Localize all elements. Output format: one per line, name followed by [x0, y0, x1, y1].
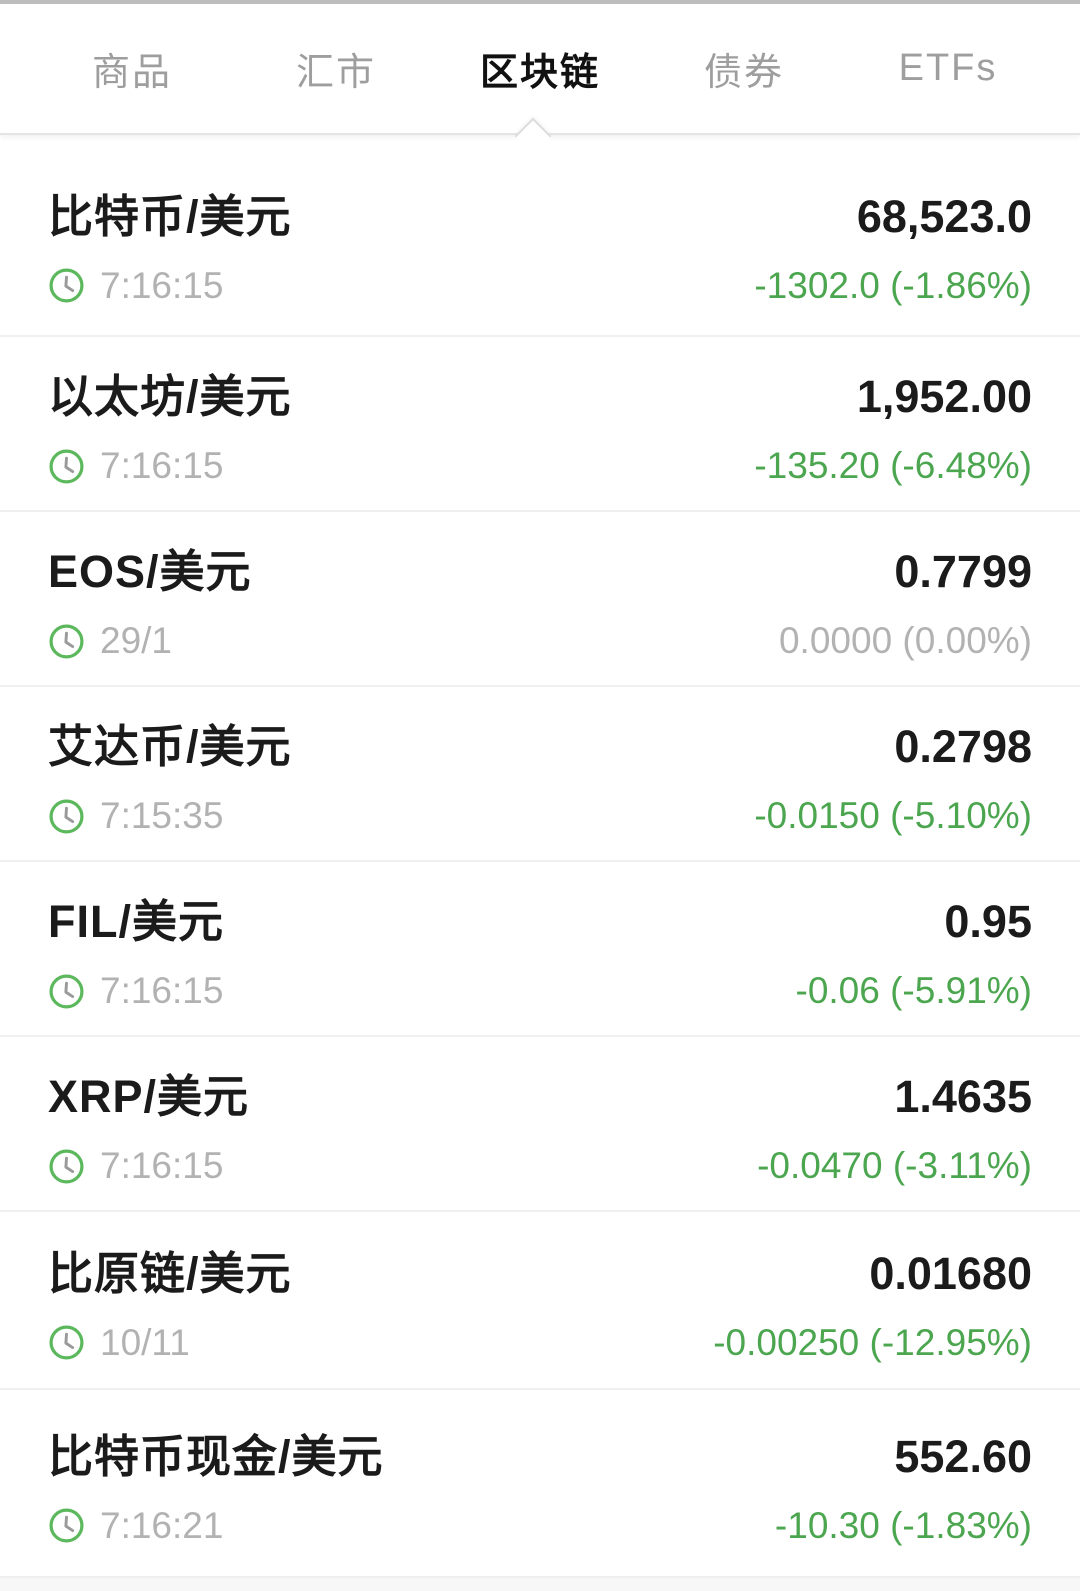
quote-sub-line: 7:16:15 -0.0470 (-3.11%) — [48, 1145, 1032, 1187]
price-change: -0.00250 (-12.95%) — [713, 1321, 1032, 1363]
tab-label-commodities: 商品 — [91, 52, 172, 94]
quote-main-line: XRP/美元 1.4635 — [48, 1060, 1032, 1125]
quote-row[interactable]: XRP/美元 1.4635 7:16:15 -0.0470 (-3.11%) — [0, 1037, 1080, 1212]
price-change: -0.0470 (-3.11%) — [757, 1145, 1032, 1186]
quote-time: 29/1 — [100, 620, 173, 661]
clock-icon — [49, 973, 84, 1009]
price-change: -10.30 (-1.83%) — [774, 1504, 1032, 1546]
quote-time-group: 7:16:15 — [48, 265, 223, 307]
last-price: 0.7799 — [894, 546, 1032, 597]
clock-icon — [49, 623, 84, 659]
last-price: 0.2798 — [894, 721, 1032, 772]
quote-time-group: 7:16:15 — [48, 445, 223, 487]
pair-name: 比特币/美元 — [48, 190, 292, 242]
pair-name: EOS/美元 — [48, 546, 252, 597]
quote-time-group: 29/1 — [48, 620, 172, 662]
quote-time-group: 7:16:15 — [48, 970, 223, 1012]
pair-name: 以太坊/美元 — [48, 371, 292, 422]
bottom-strip — [0, 1578, 1080, 1591]
quote-time: 10/11 — [100, 1321, 190, 1363]
quote-main-line: 比特币/美元 68,523.0 — [48, 180, 1032, 245]
quote-time: 7:16:15 — [100, 1145, 224, 1186]
quote-time: 7:16:15 — [100, 445, 224, 486]
last-price: 552.60 — [894, 1430, 1032, 1482]
quote-row[interactable]: FIL/美元 0.95 7:16:15 -0.06 (-5.91%) — [0, 862, 1080, 1037]
quote-main-line: FIL/美元 0.95 — [48, 885, 1032, 950]
quote-main-line: 比特币现金/美元 552.60 — [48, 1420, 1032, 1485]
quote-main-line: 艾达币/美元 0.2798 — [48, 710, 1032, 775]
quote-sub-line: 7:16:15 -135.20 (-6.48%) — [48, 445, 1032, 487]
quote-row[interactable]: 比特币/美元 68,523.0 7:16:15 -1302.0 (-1.86%) — [0, 135, 1080, 337]
last-price: 0.95 — [944, 896, 1032, 947]
quote-time: 7:16:21 — [100, 1504, 224, 1546]
clock-icon — [49, 1508, 84, 1543]
price-change: -0.0150 (-5.10%) — [754, 795, 1032, 836]
clock-icon — [49, 1148, 84, 1184]
tab-etfs[interactable]: ETFs — [846, 27, 1050, 110]
tab-label-forex: 汇市 — [295, 52, 376, 94]
quote-sub-line: 7:16:15 -1302.0 (-1.86%) — [48, 265, 1032, 307]
price-change: -1302.0 (-1.86%) — [754, 264, 1032, 306]
last-price: 68,523.0 — [856, 190, 1032, 242]
quote-list: 比特币/美元 68,523.0 7:16:15 -1302.0 (-1.86%)… — [0, 135, 1080, 1578]
quote-row[interactable]: 以太坊/美元 1,952.00 7:16:15 -135.20 (-6.48%) — [0, 337, 1080, 512]
tab-forex[interactable]: 汇市 — [234, 21, 438, 116]
quote-time-group: 7:16:15 — [48, 1145, 223, 1187]
pair-name: FIL/美元 — [48, 896, 224, 947]
quote-main-line: EOS/美元 0.7799 — [48, 535, 1032, 600]
quote-sub-line: 7:16:15 -0.06 (-5.91%) — [48, 970, 1032, 1012]
tab-label-etfs: ETFs — [898, 47, 998, 89]
quote-row[interactable]: 艾达币/美元 0.2798 7:15:35 -0.0150 (-5.10%) — [0, 687, 1080, 862]
price-change: -135.20 (-6.48%) — [754, 445, 1032, 486]
quote-time-group: 7:16:21 — [48, 1505, 223, 1547]
pair-name: 艾达币/美元 — [48, 721, 292, 772]
tab-blockchain[interactable]: 区块链 — [438, 21, 642, 116]
quote-row[interactable]: EOS/美元 0.7799 29/1 0.0000 (0.00%) — [0, 512, 1080, 687]
quote-sub-line: 7:16:21 -10.30 (-1.83%) — [48, 1505, 1032, 1547]
clock-icon — [49, 1325, 84, 1360]
pair-name: XRP/美元 — [48, 1071, 250, 1122]
quote-main-line: 以太坊/美元 1,952.00 — [48, 360, 1032, 425]
clock-icon — [49, 798, 84, 834]
quote-main-line: 比原链/美元 0.01680 — [48, 1237, 1032, 1302]
quote-sub-line: 10/11 -0.00250 (-12.95%) — [48, 1322, 1032, 1364]
quote-row[interactable]: 比原链/美元 0.01680 10/11 -0.00250 (-12.95%) — [0, 1212, 1080, 1390]
market-tab-bar: 商品 汇市 区块链 债券 ETFs — [0, 4, 1080, 155]
quote-sub-line: 7:15:35 -0.0150 (-5.10%) — [48, 795, 1032, 837]
last-price: 1.4635 — [894, 1071, 1032, 1122]
last-price: 0.01680 — [869, 1247, 1032, 1299]
tab-label-bonds: 债券 — [703, 52, 784, 94]
quote-time-group: 10/11 — [48, 1322, 190, 1364]
clock-icon — [49, 268, 84, 303]
quote-time: 7:16:15 — [100, 264, 224, 306]
clock-icon — [49, 448, 84, 484]
quote-time: 7:15:35 — [100, 795, 224, 836]
screen-top-divider — [0, 0, 1080, 4]
last-price: 1,952.00 — [856, 371, 1032, 422]
tab-label-blockchain: 区块链 — [479, 52, 600, 94]
price-change: 0.0000 (0.00%) — [778, 620, 1032, 661]
tab-bonds[interactable]: 债券 — [642, 21, 846, 116]
quote-row[interactable]: 比特币现金/美元 552.60 7:16:21 -10.30 (-1.83%) — [0, 1390, 1080, 1578]
pair-name: 比特币现金/美元 — [48, 1430, 384, 1482]
tab-commodities[interactable]: 商品 — [30, 21, 234, 116]
pair-name: 比原链/美元 — [48, 1247, 292, 1299]
quote-sub-line: 29/1 0.0000 (0.00%) — [48, 620, 1032, 662]
quote-time: 7:16:15 — [100, 970, 224, 1011]
price-change: -0.06 (-5.91%) — [795, 970, 1033, 1011]
quote-time-group: 7:15:35 — [48, 795, 223, 837]
